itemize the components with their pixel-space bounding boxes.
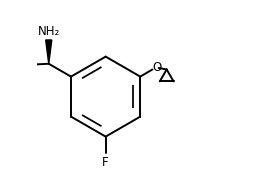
Text: O: O (152, 61, 161, 74)
Text: F: F (102, 156, 109, 169)
Polygon shape (46, 40, 52, 64)
Text: NH₂: NH₂ (38, 25, 60, 38)
